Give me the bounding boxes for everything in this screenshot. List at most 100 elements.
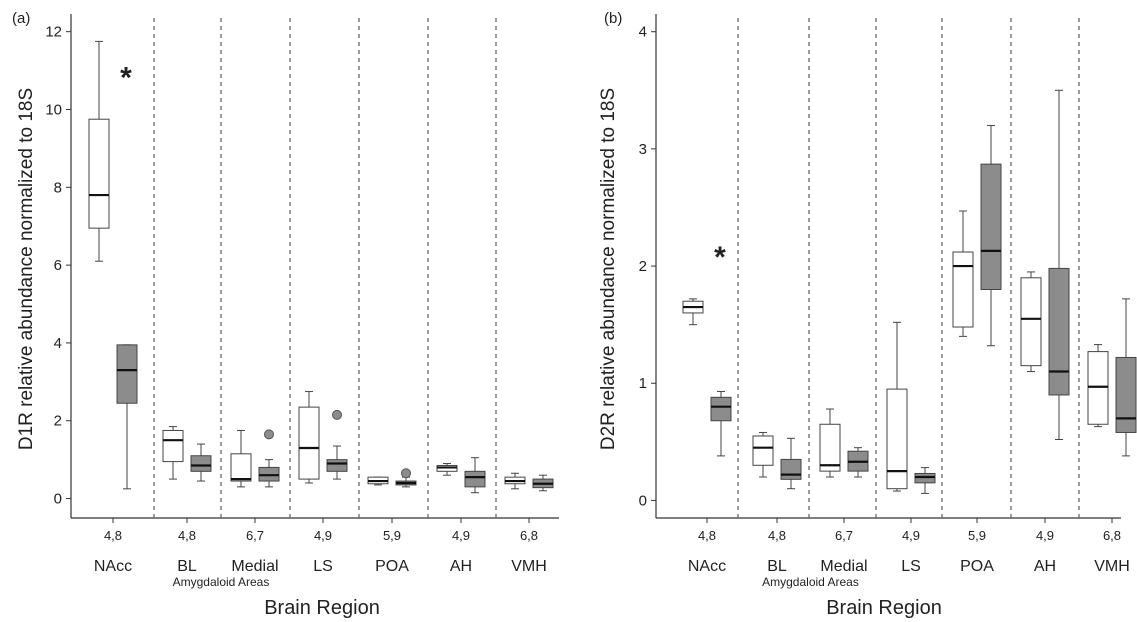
box-iqr [980, 163, 1002, 291]
box-iqr [914, 472, 936, 484]
box-white [504, 472, 526, 490]
sample-size-label: 4,9 [1036, 528, 1054, 543]
category-label: Medial [231, 558, 278, 575]
category-label: AH [1034, 558, 1056, 575]
box-gray [847, 447, 869, 478]
sample-size-label: 6,7 [246, 528, 264, 543]
box-gray [532, 474, 554, 492]
box-iqr [1048, 267, 1070, 396]
box-iqr [298, 406, 320, 480]
y-tick-label: 4 [639, 24, 647, 41]
y-tick-label: 6 [54, 257, 62, 274]
y-tick-label: 12 [45, 24, 62, 41]
box-gray [1048, 89, 1070, 440]
category-label: BL [767, 558, 787, 575]
sample-size-label: 5,9 [968, 528, 986, 543]
outlier-point [264, 429, 274, 440]
y-tick-label: 0 [639, 492, 647, 509]
y-tick-label: 8 [54, 179, 62, 196]
sample-size-label: 4,9 [452, 528, 470, 543]
category-label: AH [450, 558, 472, 575]
box-white [162, 426, 184, 480]
category-label: POA [960, 558, 994, 575]
sample-size-label: 4,9 [902, 528, 920, 543]
panel-label: (a) [12, 10, 30, 27]
box-white [819, 408, 841, 478]
amygdaloid-areas-label: Amygdaloid Areas [173, 575, 270, 589]
box-white [1087, 344, 1109, 428]
amygdaloid-areas-label: Amygdaloid Areas [762, 575, 859, 589]
box-gray [116, 344, 138, 490]
box-gray [1115, 298, 1137, 457]
box-white [1020, 271, 1042, 373]
category-label: NAcc [688, 558, 726, 575]
box-white [88, 40, 110, 262]
y-tick-label: 2 [54, 413, 62, 430]
box-iqr [752, 435, 774, 466]
x-axis-label: Brain Region [826, 597, 942, 619]
box-iqr [464, 470, 486, 488]
box-iqr [1020, 277, 1042, 367]
chart-panel-b: (b) 0 1 2 3 4 D2R relative abundance normalize… [598, 10, 1137, 619]
box-white [298, 391, 320, 484]
box-iqr [886, 388, 908, 490]
box-iqr [230, 453, 252, 482]
category-label: NAcc [94, 558, 132, 575]
box-gray [710, 390, 732, 457]
sample-size-label: 5,9 [383, 528, 401, 543]
box-gray [464, 457, 486, 494]
significance-asterisk: * [714, 241, 726, 274]
box-iqr [780, 458, 802, 480]
box-white [436, 463, 458, 476]
y-tick-label: 0 [54, 491, 62, 508]
y-tick-label: 4 [54, 335, 62, 352]
y-axis-label: D2R relative abundance normalized to 18S [598, 88, 619, 450]
box-white [886, 321, 908, 492]
box-gray [326, 409, 348, 480]
sample-size-label: 4,8 [104, 528, 122, 543]
box-gray [980, 124, 1002, 347]
sample-size-label: 4,9 [314, 528, 332, 543]
box-iqr [162, 429, 184, 463]
box-iqr [190, 455, 212, 472]
y-axis-label: D1R relative abundance normalized to 18S [16, 88, 37, 450]
sample-size-label: 4,8 [178, 528, 196, 543]
category-label: POA [375, 558, 409, 575]
box-gray [780, 437, 802, 490]
box-gray [914, 467, 936, 494]
box-iqr [88, 118, 110, 229]
box-white [367, 476, 389, 486]
box-white [952, 210, 974, 337]
box-iqr [116, 344, 138, 404]
category-label: VMH [511, 558, 547, 575]
box-iqr [952, 251, 974, 328]
box-iqr [710, 396, 732, 422]
outlier-point [401, 468, 411, 479]
sample-size-label: 6,7 [835, 528, 853, 543]
box-gray [395, 468, 417, 488]
y-tick-label: 1 [639, 375, 647, 392]
box-iqr [819, 423, 841, 472]
box-gray [258, 429, 280, 488]
sample-size-label: 6,8 [1103, 528, 1121, 543]
y-tick-label: 3 [639, 141, 647, 158]
outlier-point [332, 409, 342, 420]
category-label: Medial [820, 558, 867, 575]
box-iqr [1115, 356, 1137, 433]
box-white [682, 298, 704, 326]
category-label: LS [313, 558, 333, 575]
box-gray [190, 443, 212, 482]
x-axis-label: Brain Region [264, 597, 380, 619]
category-label: LS [901, 558, 921, 575]
category-label: BL [177, 558, 197, 575]
box-white [752, 431, 774, 478]
significance-asterisk: * [120, 61, 132, 94]
sample-size-label: 4,8 [698, 528, 716, 543]
y-tick-label: 10 [45, 101, 62, 118]
chart-panel-a: (a) 0 2 4 6 8 10 12 D1R relative abundance norma… [12, 10, 559, 619]
category-label: VMH [1094, 558, 1130, 575]
box-iqr [1087, 351, 1109, 425]
sample-size-label: 6,8 [520, 528, 538, 543]
sample-size-label: 4,8 [768, 528, 786, 543]
